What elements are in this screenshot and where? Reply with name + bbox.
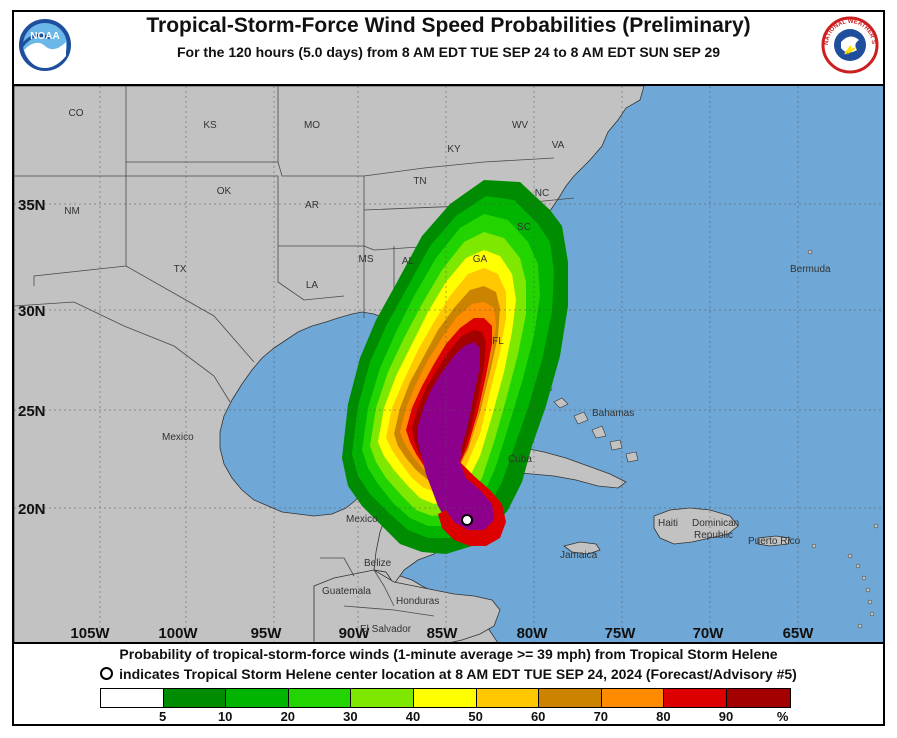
noaa-logo-text: NOAA — [30, 31, 59, 42]
state-label-ms: MS — [359, 254, 374, 265]
storm-center-legend-icon — [100, 667, 114, 680]
place-label-haiti: Haiti — [658, 518, 678, 529]
legend-label: 90 — [718, 709, 734, 724]
contour-100 — [418, 342, 498, 538]
place-label-honduras: Honduras — [396, 596, 439, 607]
state-label-la: LA — [306, 280, 319, 291]
legend-label: % — [776, 709, 789, 724]
legend-swatch — [726, 689, 790, 707]
state-label-al: AL — [402, 256, 415, 267]
legend-swatch — [226, 689, 289, 707]
lon-label-80w: 80W — [517, 625, 549, 642]
legend-swatch — [101, 689, 164, 707]
legend-swatch — [413, 689, 477, 707]
state-label-ky: KY — [447, 144, 461, 155]
lon-label-100w: 100W — [158, 625, 198, 642]
land-bermuda — [807, 249, 813, 255]
land-central-america — [313, 569, 501, 642]
state-label-ga: GA — [473, 254, 488, 265]
legend-swatch — [288, 689, 352, 707]
caption-line-1: Probability of tropical-storm-force wind… — [119, 646, 778, 662]
land-bahamas — [539, 381, 639, 463]
land-puerto-rico — [757, 535, 791, 547]
legend-swatch — [163, 689, 227, 707]
state-label-co: CO — [69, 108, 84, 119]
legend-label: 60 — [530, 709, 546, 724]
place-label-republic: Republic — [694, 530, 733, 541]
legend-label: 50 — [468, 709, 483, 724]
legend-swatch — [351, 689, 414, 707]
map-panel: 35N 30N 25N 20N 105W 100W 95W 90W 85W 80… — [14, 84, 883, 644]
land-jamaica — [563, 541, 601, 555]
map-svg: 35N 30N 25N 20N 105W 100W 95W 90W 85W 80… — [14, 86, 883, 642]
state-label-ks: KS — [203, 120, 217, 131]
place-label-puerto-rico: Puerto Rico — [748, 536, 801, 547]
chart-subtitle: For the 120 hours (5.0 days) from 8 AM E… — [176, 44, 721, 60]
lon-label-70w: 70W — [693, 625, 725, 642]
lon-label-105w: 105W — [70, 625, 110, 642]
probability-contours — [342, 180, 568, 554]
legend-swatch — [539, 689, 602, 707]
state-label-wv: WV — [512, 120, 528, 131]
color-legend — [100, 688, 791, 708]
lon-label-90w: 90W — [339, 625, 371, 642]
lon-label-75w: 75W — [605, 625, 637, 642]
legend-label: 40 — [405, 709, 421, 724]
legend-swatch — [664, 689, 727, 707]
caption-line-2-text: indicates Tropical Storm Helene center l… — [119, 666, 797, 682]
place-label-bahamas: Bahamas — [592, 408, 634, 419]
legend-label: 10 — [217, 709, 233, 724]
place-label-mexico-1: Mexico — [162, 432, 194, 443]
state-label-va: VA — [552, 140, 565, 151]
legend-swatch — [476, 689, 540, 707]
state-label-nm: NM — [64, 206, 80, 217]
nws-logo: NATIONAL WEATHER SERVICE — [819, 12, 879, 74]
place-label-guatemala: Guatemala — [322, 586, 371, 597]
state-label-fl: FL — [492, 336, 504, 347]
legend-label: 80 — [656, 709, 671, 724]
chart-title: Tropical-Storm-Force Wind Speed Probabil… — [146, 14, 751, 37]
lat-label-20n: 20N — [18, 501, 46, 518]
place-label-dominican: Dominican — [692, 518, 739, 529]
lat-label-30n: 30N — [18, 303, 46, 320]
land-lesser-antilles — [811, 523, 879, 629]
legend-label: 30 — [343, 709, 358, 724]
lon-label-95w: 95W — [251, 625, 283, 642]
noaa-logo: NOAA — [16, 16, 74, 74]
state-label-mo: MO — [304, 120, 320, 131]
legend-swatch — [601, 689, 665, 707]
place-label-jamaica: Jamaica — [560, 550, 598, 561]
contour-extension — [438, 462, 506, 546]
legend-label: 5 — [158, 709, 167, 724]
state-label-sc: SC — [517, 222, 531, 233]
lon-label-85w: 85W — [427, 625, 459, 642]
grid-lines — [14, 86, 883, 642]
state-label-tx: TX — [174, 264, 187, 275]
storm-center-marker — [461, 514, 473, 526]
legend-label: 20 — [280, 709, 296, 724]
state-label-ar: AR — [305, 200, 319, 211]
state-label-nc: NC — [535, 188, 549, 199]
state-label-tn: TN — [413, 176, 426, 187]
place-label-bermuda: Bermuda — [790, 264, 831, 275]
state-label-ok: OK — [217, 186, 232, 197]
place-label-el-salvador: El Salvador — [360, 624, 412, 635]
caption-line-2: indicates Tropical Storm Helene center l… — [0, 666, 897, 682]
lon-label-65w: 65W — [783, 625, 815, 642]
place-label-mexico-2: Mexico — [346, 514, 378, 525]
lat-label-35n: 35N — [18, 197, 46, 214]
lat-label-25n: 25N — [18, 403, 46, 420]
borders — [14, 86, 575, 617]
legend-label: 70 — [593, 709, 609, 724]
place-label-cuba: Cuba — [508, 454, 532, 465]
place-label-belize: Belize — [364, 558, 392, 569]
